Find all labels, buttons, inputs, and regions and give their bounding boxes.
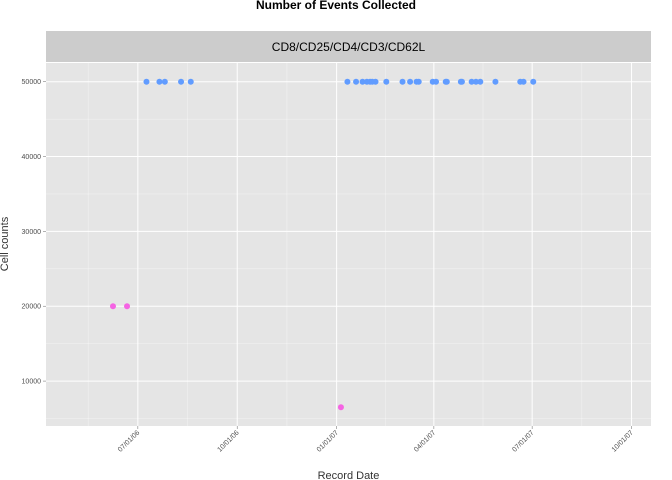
gridlines — [46, 63, 651, 426]
data-point — [344, 78, 351, 85]
plot-panel — [46, 63, 651, 426]
y-tick-label: 20000 — [22, 304, 42, 311]
data-point — [415, 78, 422, 85]
data-point — [353, 78, 360, 85]
y-axis-ticks: 10000 20000 30000 40000 50000 — [22, 79, 46, 386]
x-axis-ticks: 07/01/06 10/01/06 01/01/07 04/01/07 07/01/07… — [117, 426, 635, 454]
data-point — [109, 303, 116, 310]
data-point — [383, 78, 390, 85]
data-point — [477, 78, 484, 85]
data-point — [156, 78, 163, 85]
data-point — [372, 78, 379, 85]
x-tick-label: 07/01/06 — [117, 429, 141, 453]
data-point — [407, 78, 414, 85]
data-point — [359, 78, 366, 85]
data-point — [143, 78, 150, 85]
data-point — [458, 78, 465, 85]
x-tick-label: 10/01/06 — [216, 429, 240, 453]
data-point — [443, 78, 450, 85]
data-point — [187, 78, 194, 85]
y-tick-label: 10000 — [22, 379, 42, 386]
data-point — [468, 78, 475, 85]
data-point — [124, 303, 131, 310]
facet-strip — [46, 31, 651, 62]
chart-title: Number of Events Collected — [256, 0, 416, 12]
y-tick-label: 40000 — [22, 154, 42, 161]
x-tick-label: 01/01/07 — [316, 429, 340, 453]
data-points — [109, 78, 537, 411]
data-point — [520, 78, 527, 85]
x-axis-title: Record Date — [318, 470, 380, 480]
data-point — [337, 404, 344, 411]
x-tick-label: 04/01/07 — [413, 429, 437, 453]
facet-strip-label: CD8/CD25/CD4/CD3/CD62L — [272, 40, 426, 54]
data-point — [178, 78, 185, 85]
x-tick-label: 10/01/07 — [611, 429, 635, 453]
data-point — [472, 78, 479, 85]
y-tick-label: 30000 — [22, 229, 42, 236]
y-tick-label: 50000 — [22, 79, 42, 86]
x-tick-label: 07/01/07 — [511, 429, 535, 453]
y-axis-title: Cell counts — [0, 216, 11, 271]
data-point — [399, 78, 406, 85]
data-point — [161, 78, 168, 85]
data-point — [492, 78, 499, 85]
data-point — [530, 78, 537, 85]
data-point — [433, 78, 440, 85]
